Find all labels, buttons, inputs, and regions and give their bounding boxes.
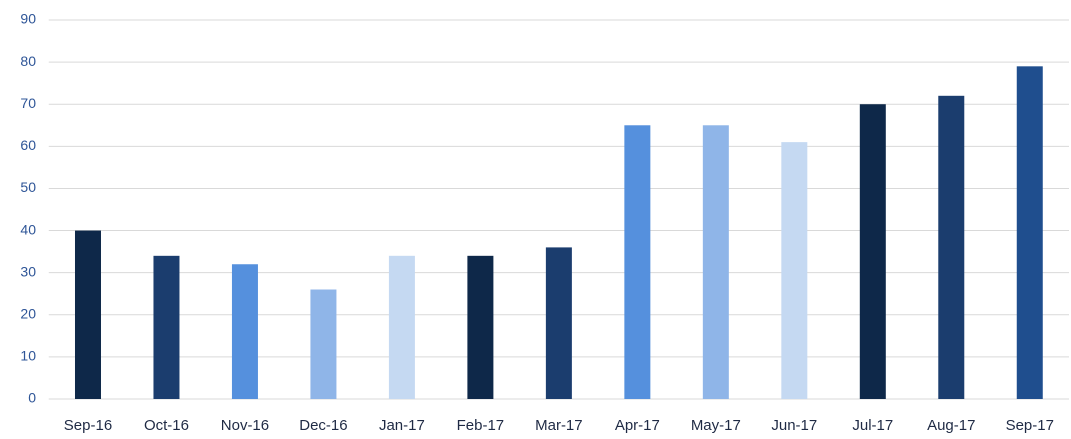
x-tick-label: Jan-17 [379,417,425,434]
y-tick-label: 0 [28,390,36,406]
bar [467,255,494,399]
y-tick-label: 40 [20,221,36,237]
x-tick-label: Nov-16 [221,417,269,434]
bar [231,264,258,399]
x-tick-label: Jul-17 [852,417,893,434]
y-tick-label: 90 [20,11,36,27]
bar [624,125,651,400]
x-tick-label: Sep-17 [1006,417,1054,434]
bar [1016,66,1043,400]
bar [74,230,101,399]
x-tick-label: Mar-17 [535,417,583,434]
x-tick-label: Dec-16 [299,417,347,434]
bar [781,142,808,399]
bar [545,247,572,399]
x-tick-label: Feb-17 [457,417,505,434]
bar [153,255,180,399]
bar [310,289,337,399]
y-tick-label: 80 [20,53,36,69]
bar [938,95,965,400]
y-tick-label: 10 [20,348,36,364]
y-tick-label: 70 [20,95,36,111]
bar [859,104,886,399]
x-tick-label: Aug-17 [927,417,975,434]
bar [388,255,415,399]
y-tick-label: 50 [20,179,36,195]
y-tick-label: 60 [20,137,36,153]
y-tick-label: 30 [20,263,36,279]
x-tick-label: Jun-17 [771,417,817,434]
x-tick-label: Apr-17 [615,417,660,434]
x-tick-label: Oct-16 [144,417,189,434]
x-tick-label: Sep-16 [64,417,112,434]
x-tick-label: May-17 [691,417,741,434]
y-tick-label: 20 [20,305,36,321]
bar [702,125,729,400]
